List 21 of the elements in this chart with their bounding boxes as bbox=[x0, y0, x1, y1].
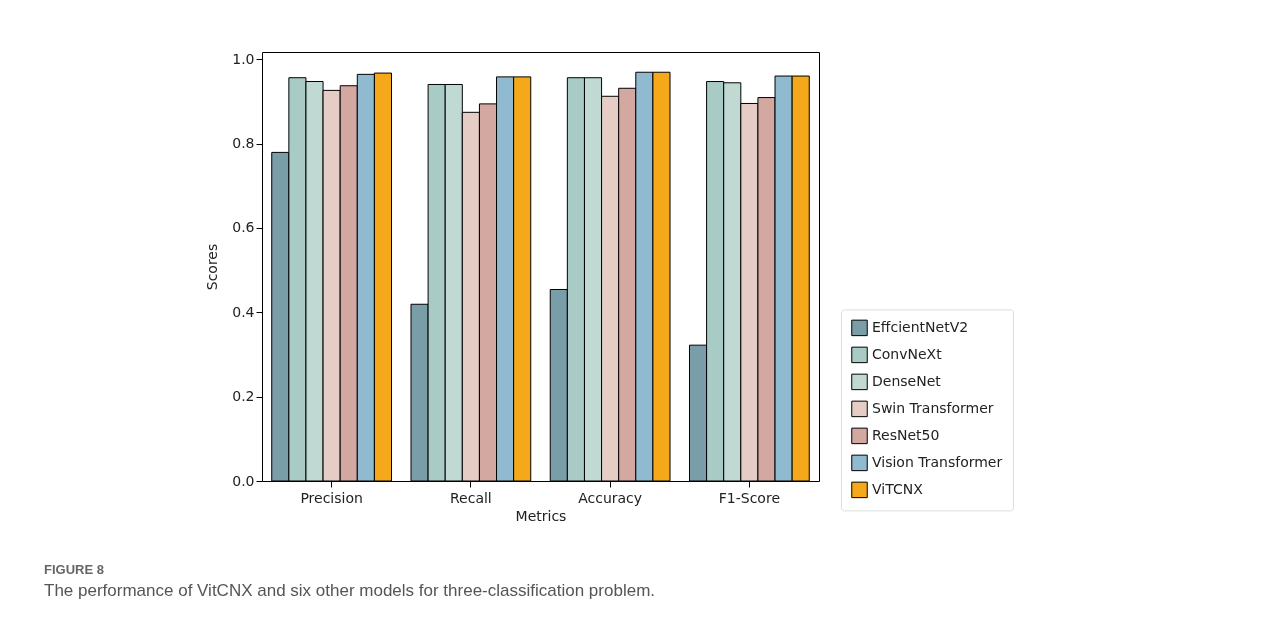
y-tick-label: 0.2 bbox=[232, 388, 255, 405]
caption: FIGURE 8 bbox=[44, 562, 105, 577]
legend-label: Vision Transformer bbox=[872, 453, 1003, 470]
y-tick-label: 1.0 bbox=[232, 50, 255, 67]
x-tick-label: Accuracy bbox=[578, 489, 643, 506]
legend-label: ResNet50 bbox=[872, 426, 940, 443]
y-axis-title: Scores bbox=[204, 243, 221, 291]
legend-label: EffcientNetV2 bbox=[872, 318, 969, 335]
legend-label: ViTCNX bbox=[872, 480, 924, 497]
x-axis-title: Metrics bbox=[515, 507, 567, 524]
text: The performance of VitCNX and six other models for three-classification problem. bbox=[44, 581, 656, 601]
legend-label: ConvNeXt bbox=[872, 345, 943, 362]
x-tick-label: Recall bbox=[449, 489, 492, 506]
y-tick-label: 0.4 bbox=[232, 303, 255, 320]
y-tick-label: 0.8 bbox=[232, 135, 255, 152]
legend-label: DenseNet bbox=[872, 372, 942, 389]
y-tick-label: 0.0 bbox=[232, 472, 255, 489]
legend-label: Swin Transformer bbox=[872, 399, 994, 416]
x-tick-label: F1-Score bbox=[718, 489, 780, 506]
x-tick-label: Precision bbox=[300, 489, 363, 506]
y-tick-label: 0.6 bbox=[232, 219, 255, 236]
